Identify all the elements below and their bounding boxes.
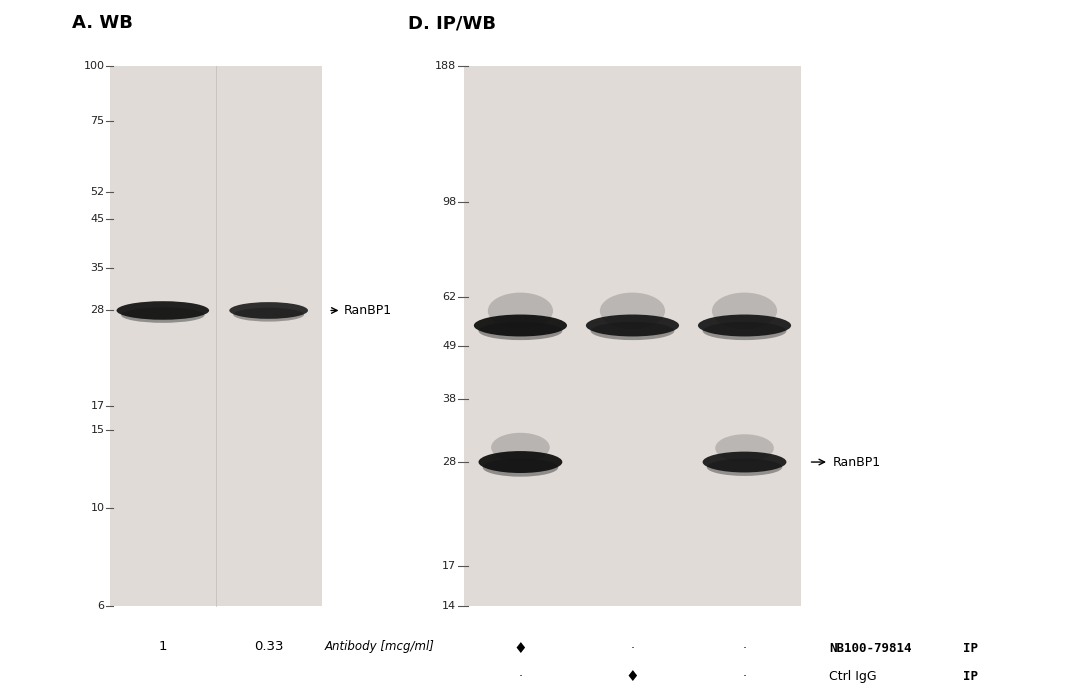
Ellipse shape	[478, 451, 563, 473]
Text: 188: 188	[435, 61, 457, 71]
Ellipse shape	[478, 322, 563, 340]
Text: ·: ·	[743, 670, 746, 683]
Ellipse shape	[491, 433, 550, 462]
Text: ·: ·	[518, 670, 523, 683]
Ellipse shape	[703, 322, 786, 340]
Text: 38: 38	[442, 394, 457, 403]
Text: ♦: ♦	[514, 641, 527, 656]
Text: Ctrl IgG: Ctrl IgG	[829, 670, 877, 683]
Text: 1: 1	[159, 640, 167, 653]
Text: 52: 52	[91, 187, 105, 197]
Ellipse shape	[706, 458, 782, 476]
Text: 17: 17	[442, 560, 457, 571]
Ellipse shape	[488, 293, 553, 329]
Text: IP: IP	[962, 670, 977, 683]
Text: 6: 6	[97, 601, 105, 611]
Text: 15: 15	[91, 425, 105, 436]
Text: 28: 28	[91, 305, 105, 316]
Ellipse shape	[121, 307, 204, 323]
Ellipse shape	[585, 314, 679, 336]
Text: 10: 10	[91, 503, 105, 513]
Ellipse shape	[591, 322, 674, 340]
Text: ·: ·	[631, 642, 634, 655]
Text: ♦: ♦	[625, 669, 639, 684]
Text: ·: ·	[743, 642, 746, 655]
Text: 17: 17	[91, 401, 105, 411]
Ellipse shape	[698, 314, 792, 336]
Text: 75: 75	[91, 117, 105, 126]
Text: RanBP1: RanBP1	[345, 304, 392, 317]
Ellipse shape	[599, 293, 665, 329]
Ellipse shape	[117, 301, 210, 320]
Ellipse shape	[233, 308, 305, 322]
Text: 45: 45	[91, 215, 105, 224]
Text: IP: IP	[962, 642, 977, 655]
Text: 0.33: 0.33	[254, 640, 283, 653]
Bar	[110, 66, 322, 606]
Ellipse shape	[229, 302, 308, 319]
Text: 100: 100	[83, 61, 105, 71]
Text: D. IP/WB: D. IP/WB	[408, 14, 496, 32]
Text: Antibody [mcg/ml]: Antibody [mcg/ml]	[324, 640, 434, 653]
Text: 98: 98	[442, 197, 457, 206]
Ellipse shape	[474, 314, 567, 336]
Text: RanBP1: RanBP1	[833, 456, 881, 469]
Bar	[464, 66, 800, 606]
Ellipse shape	[483, 458, 558, 477]
Ellipse shape	[715, 434, 774, 462]
Text: 14: 14	[442, 601, 457, 611]
Ellipse shape	[712, 293, 778, 329]
Ellipse shape	[703, 451, 786, 473]
Text: 35: 35	[91, 263, 105, 272]
Text: A. WB: A. WB	[71, 14, 133, 32]
Text: 49: 49	[442, 341, 457, 351]
Text: 28: 28	[442, 457, 457, 467]
Text: 62: 62	[442, 292, 457, 302]
Text: NB100-79814: NB100-79814	[829, 642, 912, 655]
